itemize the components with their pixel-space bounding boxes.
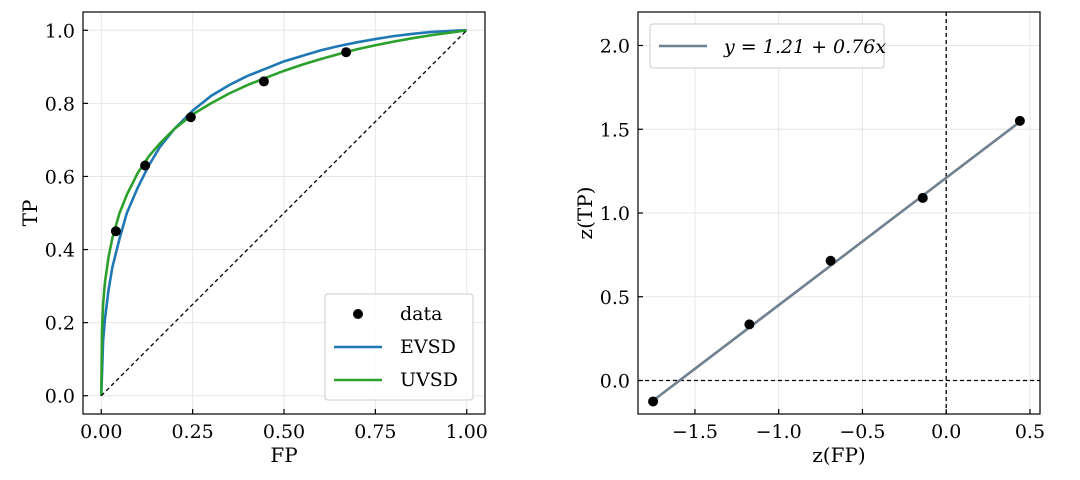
zroc-ytick-label: 0.5 [600,287,630,309]
zroc-xticks: −1.5 −1.0 −0.5 0.0 0.5 [672,409,1045,443]
zroc-ytick-label: 1.5 [600,119,630,141]
zroc-ytick-label: 2.0 [600,36,630,58]
roc-xtick-label: 0.25 [171,421,213,443]
roc-ytick-label: 0.6 [45,166,75,188]
roc-ytick-label: 0.2 [45,313,75,335]
roc-evsd-curve [99,28,467,396]
roc-data-point [140,160,151,171]
roc-points [110,47,352,237]
zroc-xtick-label: 0.0 [931,421,961,443]
roc-legend-data-marker [353,309,363,319]
roc-legend-uvsd-label: UVSD [400,369,458,391]
zroc-fit [652,120,1021,402]
zroc-data-point [1014,115,1025,126]
zroc-legend-box [649,23,885,69]
zroc-refs [638,12,1040,414]
roc-ytick-label: 0.0 [45,386,75,408]
zroc-data-point [825,255,836,266]
roc-xtick-label: 0.50 [263,421,305,443]
roc-y-axis-label: TP [18,200,42,227]
roc-ytick-label: 0.8 [45,93,75,115]
roc-data-point [185,112,196,123]
zroc-xtick-label: −0.5 [839,421,885,443]
zroc-data-point [917,192,928,203]
roc-x-axis-label: FP [270,443,297,467]
roc-legend-data-label: data [400,303,442,325]
roc-data-point [258,76,269,87]
zroc-y-axis-label: z(TP) [573,187,597,240]
zroc-grid [638,12,1040,414]
zroc-xtick-label: −1.5 [672,421,718,443]
zroc-data-point [744,319,755,330]
roc-xtick-label: 0.00 [80,421,122,443]
roc-ytick-label: 1.0 [45,20,75,42]
zroc-ytick-label: 1.0 [600,203,630,225]
zroc-ytick-label: 0.0 [600,371,630,393]
zroc-xtick-label: −1.0 [756,421,802,443]
roc-data-point [341,47,352,58]
roc-uvsd-curve [99,28,467,396]
zroc-legend: y = 1.21 + 0.76x [649,23,886,69]
zroc-legend-fit-label: y = 1.21 + 0.76x [723,36,886,58]
zroc-yticks: 0.0 0.5 1.0 1.5 2.0 [600,36,643,393]
roc-chance-line [100,29,468,397]
roc-xtick-label: 0.75 [354,421,396,443]
zroc-x-axis-label: z(FP) [812,443,865,467]
zroc-data-point [648,396,659,407]
zroc-panel: −1.5 −1.0 −0.5 0.0 0.5 0.0 0.5 1.0 1.5 2.0 z(FP)… [573,11,1045,467]
roc-data-point [110,226,121,237]
roc-xticks: 0.00 0.25 0.50 0.75 1.00 [80,409,488,443]
roc-legend-evsd-label: EVSD [400,336,456,358]
roc-legend: data EVSD UVSD [324,293,474,401]
roc-series [99,28,468,397]
zroc-xtick-label: 0.5 [1015,421,1045,443]
roc-yticks: 0.0 0.2 0.4 0.6 0.8 1.0 [45,20,88,408]
roc-panel: 0.00 0.25 0.50 0.75 1.00 0.00.20.40.60.81.0 … [18,11,488,467]
roc-ytick-label: 0.4 [45,240,75,262]
roc-grid [83,12,485,414]
zroc-fit-line [652,120,1021,402]
roc-xtick-label: 1.00 [446,421,488,443]
zroc-points [648,115,1025,407]
roc-legend-box [324,293,474,401]
